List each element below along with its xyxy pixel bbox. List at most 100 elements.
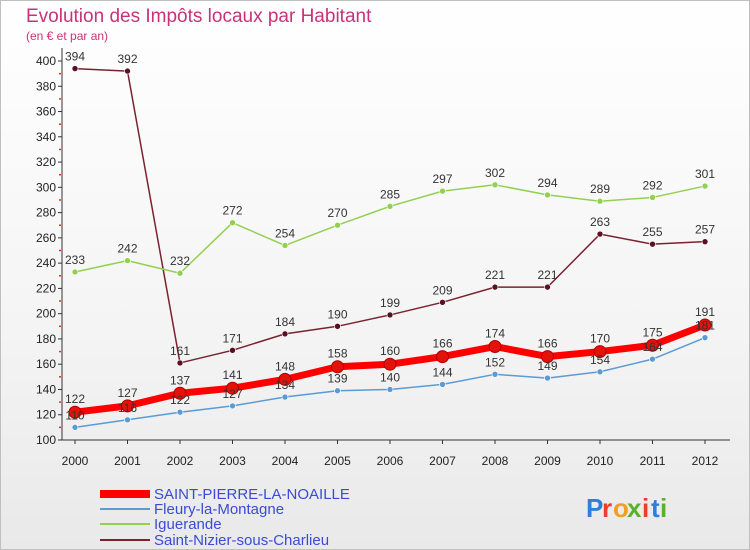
data-label: 127 <box>117 386 137 400</box>
data-label: 294 <box>537 176 557 190</box>
x-tick-label: 2001 <box>114 454 141 468</box>
data-point <box>596 230 604 238</box>
data-point <box>544 283 551 291</box>
data-label: 160 <box>380 344 400 358</box>
data-point <box>649 194 656 201</box>
logo-letter: t <box>651 493 660 523</box>
data-point <box>649 240 656 248</box>
data-point <box>439 381 446 388</box>
data-point <box>488 340 502 354</box>
data-label: 140 <box>380 370 400 384</box>
x-tick-label: 2005 <box>324 454 351 468</box>
data-point <box>701 334 709 341</box>
data-point <box>176 408 184 416</box>
data-point <box>541 350 554 364</box>
y-tick-label: 300 <box>36 180 56 194</box>
data-point <box>68 405 82 419</box>
data-label: 122 <box>65 392 85 406</box>
data-label: 164 <box>642 340 662 354</box>
data-point <box>386 311 394 319</box>
data-point <box>649 355 656 363</box>
data-point <box>176 269 184 277</box>
y-tick-label: 140 <box>36 382 56 396</box>
data-label: 302 <box>485 166 505 180</box>
data-label: 233 <box>65 253 85 267</box>
data-label: 263 <box>590 215 610 229</box>
data-label: 166 <box>432 337 452 351</box>
data-point <box>436 350 449 364</box>
logo-letter: P <box>586 493 603 523</box>
chart-subtitle: (en € et par an) <box>26 29 108 43</box>
data-point <box>439 187 446 195</box>
data-point <box>593 345 607 359</box>
data-point <box>71 65 79 72</box>
axes: 100 120 140 160 180 200 220 240 260 280 300 320 340 3… <box>36 48 730 468</box>
y-tick-label: 180 <box>36 332 56 346</box>
series-points <box>68 65 712 431</box>
data-point <box>334 221 341 229</box>
logo-letter: x <box>627 493 642 523</box>
data-point <box>229 402 236 410</box>
data-label: 110 <box>65 408 84 422</box>
data-label: 255 <box>642 225 662 239</box>
data-point <box>596 368 604 376</box>
y-tick-label: 120 <box>36 408 56 422</box>
x-tick-label: 2009 <box>534 454 561 468</box>
data-point <box>229 347 236 354</box>
legend: SAINT-PIERRE-LA-NOAILLEFleury-la-Montagn… <box>100 486 350 549</box>
data-label: 141 <box>222 368 242 382</box>
data-label: 181 <box>695 319 715 333</box>
data-label: 221 <box>485 268 505 282</box>
proxiti-logo: Pr ox i t i <box>586 493 667 523</box>
data-label: 190 <box>327 307 347 321</box>
data-label: 137 <box>170 373 190 387</box>
y-tick-label: 200 <box>36 307 56 321</box>
data-point <box>71 424 79 431</box>
data-point <box>229 219 236 227</box>
data-labels: 394 392 161 171 184 190 199 209 221 221 263 255 257 2… <box>65 50 715 423</box>
data-point <box>386 386 394 393</box>
data-point <box>334 322 341 330</box>
data-point <box>124 416 131 424</box>
data-label: 161 <box>170 344 190 358</box>
data-label: 289 <box>590 182 610 196</box>
data-label: 174 <box>485 327 505 341</box>
data-label: 127 <box>222 387 242 401</box>
data-point <box>124 257 131 264</box>
x-tick-label: 2002 <box>167 454 194 468</box>
chart-title: Evolution des Impôts locaux par Habitant <box>26 6 372 27</box>
data-label: 254 <box>275 226 295 240</box>
data-point <box>124 67 131 75</box>
y-tick-label: 280 <box>36 206 56 220</box>
data-point <box>281 242 289 249</box>
data-label: 158 <box>327 347 347 361</box>
data-label: 154 <box>590 353 610 367</box>
y-tick-label: 380 <box>36 79 56 93</box>
data-label: 270 <box>327 206 347 220</box>
y-tick-label: 360 <box>36 105 56 119</box>
data-label: 116 <box>118 401 137 415</box>
logo-letter: o <box>613 493 629 523</box>
data-point <box>226 381 239 395</box>
y-tick-label: 400 <box>36 54 56 68</box>
data-point <box>701 238 709 245</box>
data-label: 122 <box>170 393 190 407</box>
data-point <box>383 357 397 371</box>
data-label: 144 <box>432 365 452 379</box>
data-label: 170 <box>590 332 610 346</box>
data-label: 297 <box>432 172 452 186</box>
data-point <box>386 202 394 210</box>
data-point <box>121 399 134 413</box>
legend-label: SAINT-PIERRE-LA-NOAILLE <box>154 486 350 503</box>
data-label: 148 <box>275 359 295 373</box>
data-point <box>334 387 341 395</box>
data-point <box>491 181 499 189</box>
x-tick-label: 2000 <box>62 454 89 468</box>
data-point <box>281 393 289 401</box>
y-tick-label: 100 <box>36 433 56 447</box>
data-label: 285 <box>380 187 400 201</box>
data-label: 272 <box>222 204 242 218</box>
logo-letter: i <box>660 493 667 523</box>
x-tick-label: 2003 <box>219 454 246 468</box>
